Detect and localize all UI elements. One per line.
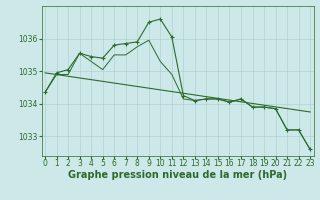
X-axis label: Graphe pression niveau de la mer (hPa): Graphe pression niveau de la mer (hPa) [68, 170, 287, 180]
